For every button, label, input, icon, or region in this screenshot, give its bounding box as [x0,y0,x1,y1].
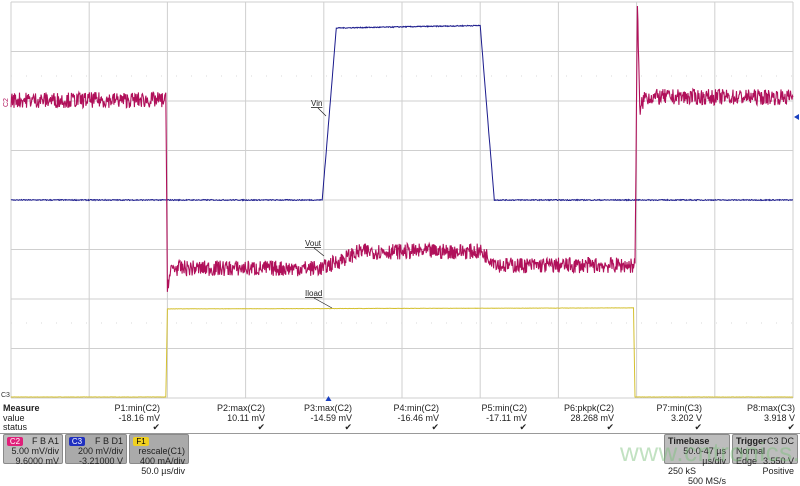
trace-label-vin: Vin [311,99,327,117]
vin-label: Vin [311,99,322,108]
measure-name: P8:max(C3) [746,403,795,413]
measure-name: P5:min(C2) [481,403,527,413]
c2-ground-marker[interactable]: C2 [3,98,10,107]
timebase-div: 50.0 µs/div [683,446,726,466]
c3-offset: -3.21000 V [78,456,123,466]
timebase-delay: -47 µs [700,446,726,456]
measure-status: ✔ [152,422,160,432]
measure-column[interactable]: P8:max(C3) 3.918 V ✔ [705,403,795,433]
measure-status: ✔ [519,422,527,432]
value-row-label: value [3,412,25,423]
measure-name: P1:min(C2) [114,403,160,413]
status-row-label: status [3,422,28,432]
trace-label-iload: Iload [305,289,333,309]
c2-flags: F B A1 [31,436,59,446]
measure-status: ✔ [606,422,614,432]
c3-tag: C3 [69,437,85,446]
trace-iload [10,307,794,398]
measure-name: P6:pkpk(C2) [563,403,614,413]
math-f1-descriptor[interactable]: F1 rescale(C1) 400 mA/div 50.0 µs/div [129,434,189,476]
measure-column[interactable]: P3:max(C2) -14.59 mV ✔ [262,403,352,433]
measure-value: -14.59 mV [310,412,352,423]
divider [0,433,800,434]
trigger-title: Trigger [736,436,767,446]
c3-scale: 200 mV/div [77,446,123,456]
measure-status: ✔ [344,422,352,432]
trigger-level: 3.550 V [762,456,794,466]
measure-status: ✔ [694,422,702,432]
grid [10,1,794,399]
trigger-level-marker[interactable] [794,114,799,120]
c2-scale: 5.00 mV/div [11,446,59,456]
measure-value: 10.11 mV [227,412,265,423]
measure-column[interactable]: P2:max(C2) 10.11 mV ✔ [175,403,265,433]
channel-c3-descriptor[interactable]: C3 F B D1 200 mV/div -3.21000 V [65,434,127,466]
iload-label: Iload [305,289,322,298]
timebase-title: Timebase [668,436,710,446]
channel-c2-descriptor[interactable]: C2 F B A1 5.00 mV/div 9.6000 mV [3,434,63,466]
f1-offset: 50.0 µs/div [141,466,185,476]
trace-label-vout: Vout [305,239,325,257]
traces [10,5,794,398]
measure-header: Measure [3,403,40,413]
timebase-panel[interactable]: Timebase -47 µs 50.0 µs/div 250 kS 500 MS/… [664,434,730,486]
measure-column[interactable]: P1:min(C2) -18.16 mV ✔ [70,403,160,433]
measure-value: 28.268 mV [570,412,614,423]
measure-column[interactable]: P6:pkpk(C2) 28.268 mV ✔ [524,403,614,433]
measure-name: P2:max(C2) [216,403,265,413]
timebase-samples: 250 kS [668,466,697,476]
measure-status: ✔ [431,422,439,432]
trigger-type: Edge [736,456,758,466]
measure-column[interactable]: P4:min(C2) -16.46 mV ✔ [349,403,439,433]
measure-column[interactable]: P7:min(C3) 3.202 V ✔ [612,403,702,433]
measure-value: 3.918 V [763,412,795,423]
trigger-source: C3 DC [766,436,794,446]
measure-status: ✔ [257,422,265,432]
vout-label: Vout [305,239,322,248]
measure-value: -16.46 mV [397,412,439,423]
trace-vin [10,24,793,202]
measure-status: ✔ [787,422,795,432]
waveform-display: Vin Vout Iload C2 C3 [1,1,799,401]
measure-value: -17.11 mV [486,412,527,423]
measure-name: P4:min(C2) [393,403,439,413]
f1-flags: rescale(C1) [138,446,185,456]
c3-flags: F B D1 [94,436,123,446]
c2-tag: C2 [7,437,23,446]
measure-value: -18.16 mV [118,412,160,423]
measure-value: 3.202 V [670,412,702,423]
trigger-panel[interactable]: Trigger C3 DC Normal 3.550 V Edge Positive [732,434,798,476]
timebase-rate: 500 MS/s [687,476,726,486]
trigger-position-marker[interactable] [325,396,332,401]
trigger-slope: Positive [762,466,794,476]
trigger-mode: Normal [736,446,766,456]
measure-table: Measure value status P1:min(C2) -18.16 mV… [0,402,800,433]
measure-column[interactable]: P5:min(C2) -17.11 mV ✔ [437,403,527,433]
measure-name: P3:max(C2) [303,403,352,413]
c2-offset: 9.6000 mV [15,456,59,466]
f1-scale: 400 mA/div [139,456,185,466]
trace-vout [10,5,794,292]
f1-tag: F1 [133,437,149,446]
c3-ground-marker[interactable]: C3 [1,392,10,399]
measure-name: P7:min(C3) [656,403,702,413]
